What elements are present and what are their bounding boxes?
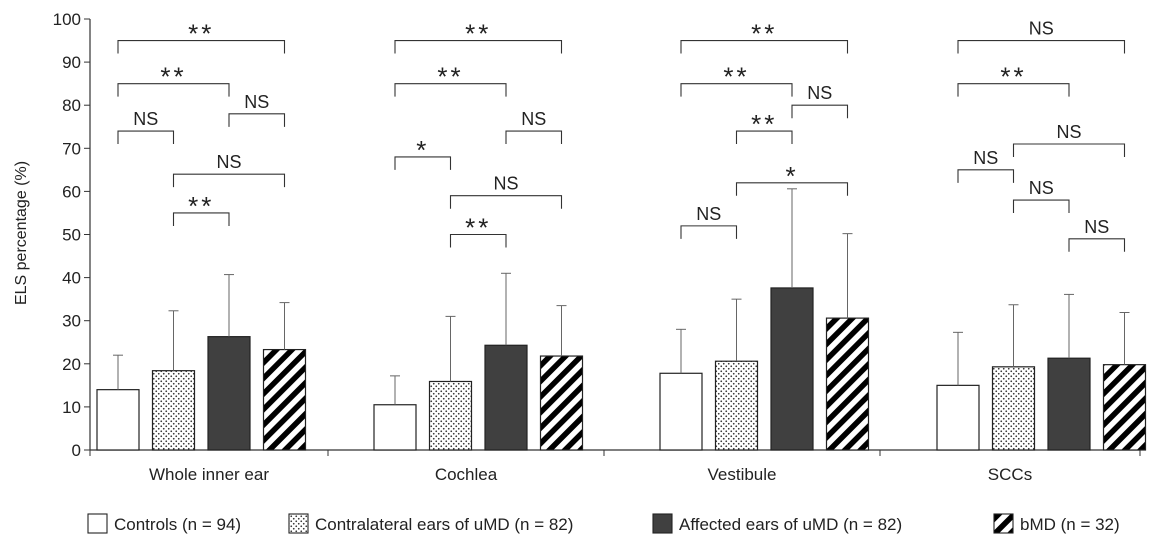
significance-label: NS <box>1056 122 1081 142</box>
bar <box>659 372 703 451</box>
significance-label: NS <box>244 92 269 112</box>
significance-bracket <box>957 83 1070 97</box>
bar <box>991 366 1036 451</box>
bar <box>207 336 251 451</box>
bar <box>825 317 870 451</box>
significance-label: NS <box>133 109 158 129</box>
legend-label: Contralateral ears of uMD (n = 82) <box>315 515 573 534</box>
legend-swatch <box>87 513 108 534</box>
significance-bracket <box>394 156 452 170</box>
significance-label: NS <box>1029 178 1054 198</box>
significance-label: ** <box>465 213 491 243</box>
y-tick-label: 0 <box>72 441 81 460</box>
bar <box>714 360 759 451</box>
bar <box>96 389 140 451</box>
significance-bracket <box>394 40 563 54</box>
x-tick-label: Whole inner ear <box>149 465 269 484</box>
significance-bracket <box>680 225 738 239</box>
significance-bracket <box>449 233 507 248</box>
significance-label: NS <box>1084 217 1109 237</box>
x-tick-label: SCCs <box>988 465 1032 484</box>
significance-bracket <box>680 83 793 97</box>
significance-label: NS <box>696 204 721 224</box>
bar <box>373 404 417 451</box>
x-tick-label: Cochlea <box>435 465 498 484</box>
legend-label: Controls (n = 94) <box>114 515 241 534</box>
significance-bracket <box>117 40 286 54</box>
significance-bracket <box>228 113 286 127</box>
significance-label: ** <box>188 19 214 49</box>
bar <box>428 380 473 451</box>
bar <box>770 287 814 451</box>
bar <box>539 355 584 451</box>
y-tick-label: 60 <box>62 182 81 201</box>
significance-bracket <box>791 104 849 119</box>
legend-swatch <box>652 513 673 534</box>
bar <box>151 370 196 451</box>
bars <box>96 188 1147 451</box>
legend-label: bMD (n = 32) <box>1020 515 1120 534</box>
significance-bracket <box>117 130 175 145</box>
y-tick-label: 20 <box>62 355 81 374</box>
bar <box>936 384 980 451</box>
significance-label: * <box>785 161 798 191</box>
y-tick-label: 70 <box>62 139 81 158</box>
significance-label: ** <box>188 191 214 221</box>
significance-label: NS <box>1029 19 1054 39</box>
significance-label: ** <box>465 19 491 49</box>
y-tick-label: 50 <box>62 226 81 245</box>
significance-bracket <box>1068 238 1126 252</box>
y-tick-label: 30 <box>62 312 81 331</box>
significance-bracket <box>1012 143 1126 157</box>
significance-brackets: ****NSNSNS******NS*NS******NS***NSNS**NS… <box>117 19 1126 252</box>
significance-label: ** <box>437 62 463 92</box>
legend-swatch <box>993 513 1014 534</box>
bar <box>262 348 307 451</box>
significance-bracket <box>957 169 1015 183</box>
significance-bracket <box>172 212 230 226</box>
y-tick-label: 40 <box>62 269 81 288</box>
legend: Controls (n = 94) Contralateral ears of u… <box>87 513 1120 534</box>
y-tick-label: 90 <box>62 53 81 72</box>
bar <box>1102 364 1147 451</box>
significance-bracket <box>449 195 563 209</box>
y-tick-label: 80 <box>62 96 81 115</box>
significance-label: ** <box>723 62 749 92</box>
significance-label: ** <box>160 62 186 92</box>
significance-bracket <box>735 182 849 196</box>
significance-bracket <box>680 40 849 54</box>
significance-label: ** <box>751 19 777 49</box>
significance-label: NS <box>521 109 546 129</box>
significance-bracket <box>172 173 286 188</box>
significance-label: NS <box>807 83 832 103</box>
significance-bracket <box>394 83 507 97</box>
bar <box>1047 357 1091 451</box>
significance-label: ** <box>751 109 777 139</box>
y-tick-label: 10 <box>62 398 81 417</box>
legend-label: Affected ears of uMD (n = 82) <box>679 515 902 534</box>
significance-bracket <box>1012 199 1070 214</box>
significance-bracket <box>117 83 230 97</box>
significance-label: * <box>416 135 429 165</box>
significance-label: NS <box>973 148 998 168</box>
significance-label: NS <box>216 152 241 172</box>
significance-label: NS <box>493 174 518 194</box>
bar <box>484 344 528 451</box>
significance-bracket <box>505 130 563 145</box>
y-tick-label: 100 <box>53 10 81 29</box>
significance-bracket <box>735 130 793 145</box>
axes: 0 10 20 30 40 50 60 70 80 90 100 Whole inner ear Coc… <box>53 10 1141 484</box>
significance-bracket <box>957 40 1126 54</box>
y-axis-label: ELS percentage (%) <box>13 161 30 305</box>
legend-swatch <box>288 513 309 534</box>
significance-label: ** <box>1000 62 1026 92</box>
x-tick-label: Vestibule <box>708 465 777 484</box>
